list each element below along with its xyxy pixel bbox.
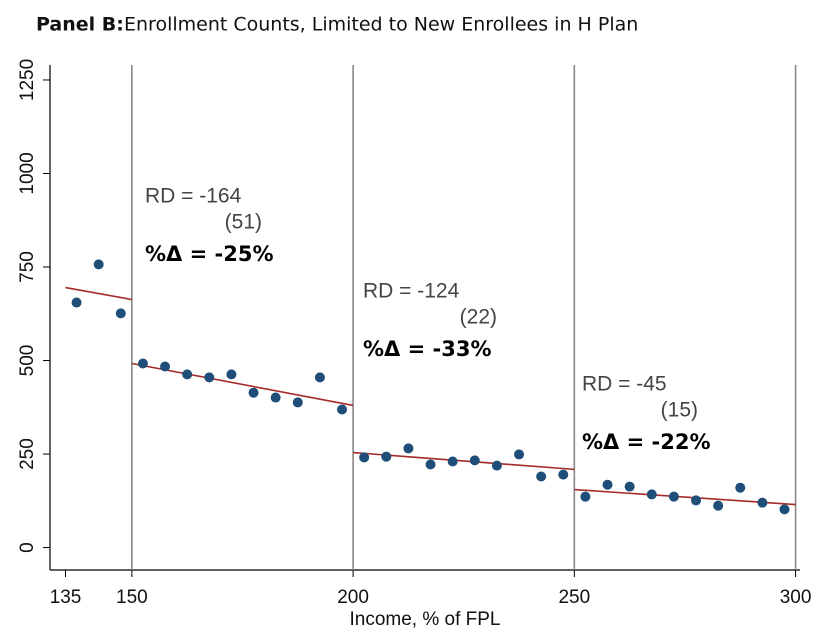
- y-tick-label: 1000: [17, 152, 38, 194]
- point: [292, 397, 303, 408]
- point: [204, 372, 215, 383]
- point: [735, 482, 746, 493]
- point: [226, 369, 237, 380]
- point: [514, 449, 525, 460]
- x-tick-label: 150: [116, 587, 148, 608]
- point: [270, 392, 281, 403]
- point: [580, 491, 591, 502]
- point: [691, 495, 702, 506]
- point: [425, 459, 436, 470]
- annotation-pct: %Δ = -33%: [363, 337, 492, 361]
- annotation-se: (22): [460, 306, 497, 329]
- chart-title: Enrollment Counts, Limited to New Enroll…: [124, 14, 638, 36]
- y-tick-label: 250: [17, 438, 38, 470]
- annotation-rd: RD = -164: [145, 185, 242, 208]
- x-tick-label: 200: [337, 587, 369, 608]
- fit-line: [131, 362, 354, 407]
- point: [314, 372, 325, 383]
- fit-line: [65, 286, 133, 301]
- point: [71, 297, 82, 308]
- point: [248, 387, 259, 398]
- y-tick-label: 0: [17, 542, 38, 553]
- point: [447, 456, 458, 467]
- point: [182, 369, 193, 380]
- point: [469, 455, 480, 466]
- point: [558, 469, 569, 480]
- point: [668, 491, 679, 502]
- point: [624, 481, 635, 492]
- point: [403, 443, 414, 454]
- point: [160, 361, 171, 372]
- point: [757, 497, 768, 508]
- x-tick-label: 250: [558, 587, 590, 608]
- point: [713, 500, 724, 511]
- annotation-rd: RD = -124: [363, 280, 460, 303]
- point: [359, 452, 370, 463]
- annotation-se: (51): [225, 211, 262, 234]
- x-tick-label: 135: [50, 587, 82, 608]
- point: [646, 489, 657, 500]
- y-tick-label: 1250: [17, 59, 38, 101]
- point: [93, 259, 104, 270]
- point: [115, 308, 126, 319]
- point: [337, 404, 348, 415]
- point: [536, 471, 547, 482]
- title-label: Panel B:: [36, 14, 124, 36]
- annotation-pct: %Δ = -25%: [145, 242, 274, 266]
- annotation-se: (15): [661, 399, 698, 422]
- annotation-rd: RD = -45: [582, 373, 667, 396]
- point: [779, 504, 790, 515]
- point: [602, 479, 613, 490]
- x-axis-label: Income, % of FPL: [349, 609, 500, 630]
- x-tick-label: 300: [780, 587, 812, 608]
- point: [381, 451, 392, 462]
- point: [491, 460, 502, 471]
- y-tick-label: 750: [17, 251, 38, 283]
- annotation-pct: %Δ = -22%: [582, 430, 711, 454]
- y-tick-label: 500: [17, 345, 38, 377]
- point: [137, 358, 148, 369]
